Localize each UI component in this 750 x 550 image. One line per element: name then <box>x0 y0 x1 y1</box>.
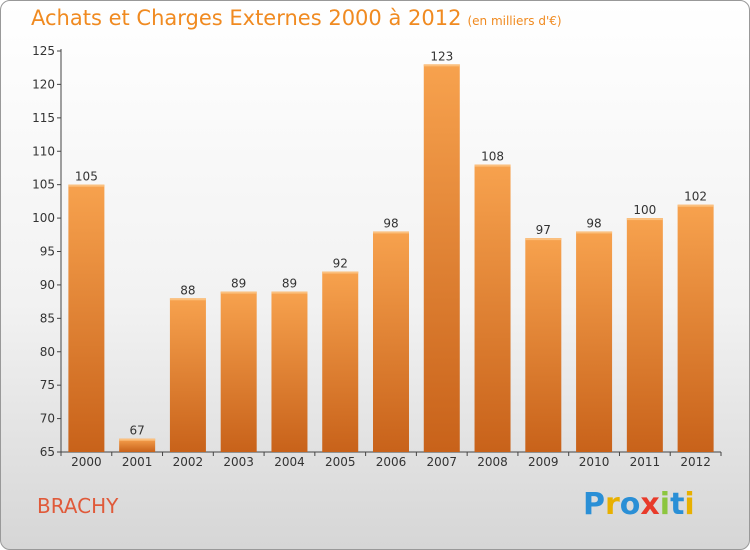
value-label-2007: 123 <box>430 49 453 63</box>
y-tick-label: 65 <box>40 445 55 459</box>
x-tick-label-2007: 2007 <box>426 455 457 469</box>
x-tick-label-2000: 2000 <box>71 455 102 469</box>
chart-axes: 65 70 75 80 85 90 95 100 105 110 115 120 125 <box>32 44 722 459</box>
bar-highlight-2006 <box>373 231 409 234</box>
y-tick-label: 105 <box>32 178 55 192</box>
value-label-2011: 100 <box>633 203 656 217</box>
bar-highlight-2008 <box>474 164 511 167</box>
value-label-2001: 67 <box>130 424 145 438</box>
x-tick-label-2005: 2005 <box>325 455 356 469</box>
y-tick-label: 100 <box>32 211 55 225</box>
bar-highlight-2002 <box>169 298 206 301</box>
bar-highlight-2012 <box>677 204 714 207</box>
bar-2005 <box>322 271 359 452</box>
bar-2001 <box>119 438 156 452</box>
y-tick-label: 110 <box>32 144 55 158</box>
bar-2000 <box>68 184 105 452</box>
x-tick-label-2004: 2004 <box>274 455 305 469</box>
value-label-2010: 98 <box>586 216 601 230</box>
x-tick-label-2011: 2011 <box>630 455 661 469</box>
x-tick-label-2008: 2008 <box>477 455 508 469</box>
bar-2003 <box>220 291 257 452</box>
bar-2011 <box>626 218 663 452</box>
bar-2012 <box>677 204 714 452</box>
bar-2008 <box>474 164 511 452</box>
y-tick-label: 80 <box>40 345 55 359</box>
proxiti-logo[interactable]: Proxiti <box>583 487 695 522</box>
value-label-2009: 97 <box>536 223 551 237</box>
bar-2006 <box>373 231 409 452</box>
x-tick-label-2010: 2010 <box>579 455 610 469</box>
value-label-2002: 88 <box>180 283 195 297</box>
value-label-2012: 102 <box>684 190 707 204</box>
bar-2009 <box>525 238 562 452</box>
x-tick-label-2001: 2001 <box>122 455 153 469</box>
bar-highlight-2004 <box>271 291 308 294</box>
y-tick-label: 85 <box>40 311 55 325</box>
bar-2002 <box>169 298 206 452</box>
bar-2010 <box>576 231 613 452</box>
bar-2007 <box>423 64 460 452</box>
chart-title: Achats et Charges Externes 2000 à 2012 (e… <box>31 6 562 30</box>
bar-highlight-2005 <box>322 271 359 274</box>
bar-highlight-2009 <box>525 238 562 241</box>
y-tick-label: 90 <box>40 278 55 292</box>
y-tick-label: 115 <box>32 111 55 125</box>
bar-highlight-2007 <box>423 64 460 67</box>
x-tick-label-2006: 2006 <box>376 455 407 469</box>
y-tick-label: 70 <box>40 412 55 426</box>
chart-bars <box>68 64 714 452</box>
value-label-2004: 89 <box>282 277 297 291</box>
y-tick-label: 125 <box>32 44 55 58</box>
value-label-2005: 92 <box>333 257 348 271</box>
chart-title-text: Achats et Charges Externes 2000 à 2012 <box>31 6 462 30</box>
bar-highlight-2011 <box>626 218 663 221</box>
commune-name: BRACHY <box>37 494 119 518</box>
value-label-2003: 89 <box>231 277 246 291</box>
chart-labels: 2000 105 2001 67 2002 88 2003 89 2004 89 2005 92 200… <box>71 49 711 469</box>
bar-highlight-2001 <box>119 438 156 441</box>
x-tick-label-2012: 2012 <box>680 455 711 469</box>
bar-2004 <box>271 291 308 452</box>
y-tick-label: 120 <box>32 77 55 91</box>
x-tick-label-2002: 2002 <box>173 455 204 469</box>
chart-subtitle: (en milliers d'€) <box>467 14 562 28</box>
x-tick-label-2009: 2009 <box>528 455 559 469</box>
y-tick-label: 75 <box>40 378 55 392</box>
bar-highlight-2000 <box>68 184 105 187</box>
value-label-2008: 108 <box>481 150 504 164</box>
bar-highlight-2003 <box>220 291 257 294</box>
value-label-2000: 105 <box>75 170 98 184</box>
y-tick-label: 95 <box>40 245 55 259</box>
x-tick-label-2003: 2003 <box>223 455 254 469</box>
value-label-2006: 98 <box>383 216 398 230</box>
bar-highlight-2010 <box>576 231 613 234</box>
